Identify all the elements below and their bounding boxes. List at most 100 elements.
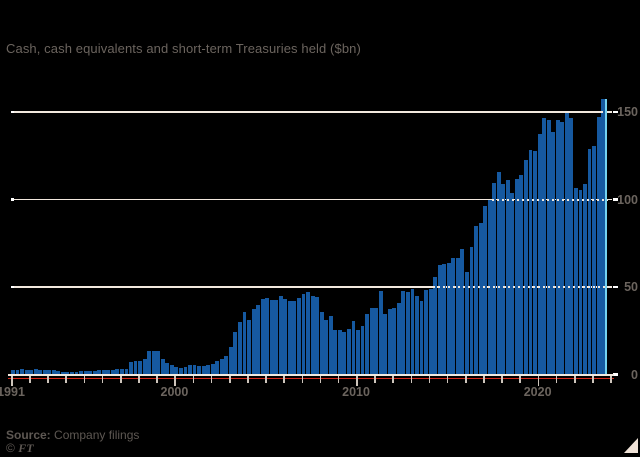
- gridline-right-tick: [612, 373, 618, 376]
- gridline-right-tick: [612, 110, 618, 114]
- bar: [551, 132, 556, 375]
- bar: [101, 369, 106, 375]
- bar: [24, 369, 29, 375]
- bar: [519, 174, 524, 375]
- bar: [47, 369, 52, 375]
- y-tick-label: 150: [617, 105, 638, 119]
- source-text: Company filings: [54, 428, 140, 442]
- bar: [151, 350, 156, 375]
- gridline-left-accent: [11, 110, 14, 114]
- bar: [555, 120, 560, 375]
- bar: [419, 300, 424, 375]
- bar: [287, 300, 292, 375]
- x-tick: [11, 376, 13, 386]
- dotted-gridline-overlay: [492, 198, 608, 201]
- bar: [215, 361, 220, 375]
- bar: [601, 99, 606, 375]
- bar: [533, 150, 537, 375]
- bar: [365, 314, 369, 375]
- bar: [65, 372, 70, 375]
- bar: [156, 351, 161, 375]
- bar: [465, 272, 469, 375]
- copyright-symbol: ©: [6, 441, 15, 455]
- bar: [333, 329, 338, 375]
- y-tick-label: 0: [631, 367, 638, 382]
- gridline: [11, 111, 612, 113]
- bar: [142, 358, 147, 375]
- bar: [319, 312, 324, 375]
- dotted-gridline-overlay: [433, 286, 608, 288]
- bar: [133, 361, 138, 375]
- bar: [573, 188, 578, 375]
- bar: [514, 178, 519, 375]
- bar: [138, 360, 142, 375]
- bar: [256, 305, 261, 375]
- bar: [228, 346, 233, 375]
- bar: [337, 329, 342, 375]
- bar: [110, 369, 115, 375]
- x-tick: [29, 376, 31, 383]
- bar: [356, 329, 360, 375]
- x-tick: [247, 376, 249, 383]
- bar: [83, 370, 88, 375]
- resize-corner-icon: [624, 438, 638, 453]
- bar: [238, 322, 242, 375]
- bar: [351, 320, 356, 375]
- source-label: Source:: [6, 428, 51, 442]
- dotted-gridline-overlay: [601, 111, 608, 113]
- bar: [401, 290, 406, 375]
- bar: [505, 180, 510, 375]
- bar: [596, 116, 601, 375]
- x-tick: [428, 376, 431, 383]
- x-tick: [410, 376, 413, 383]
- bar: [342, 331, 347, 375]
- x-tick: [83, 376, 86, 383]
- bar: [60, 372, 65, 375]
- y-tick-label: 50: [624, 280, 638, 294]
- bar: [251, 309, 256, 375]
- bar: [560, 122, 565, 375]
- bar: [537, 134, 542, 375]
- x-tick: [156, 376, 158, 383]
- bar: [119, 369, 124, 375]
- bar: [33, 369, 38, 375]
- latest-bar-highlight: [604, 99, 607, 375]
- bar: [306, 292, 310, 375]
- bar: [451, 257, 456, 375]
- x-tick: [283, 376, 285, 383]
- x-tick: [319, 376, 322, 383]
- gridline-left-accent: [11, 198, 14, 201]
- gridline-left-accent: [11, 285, 14, 289]
- bar: [369, 307, 374, 375]
- bar: [315, 296, 320, 375]
- bar: [528, 150, 533, 375]
- x-tick: [610, 376, 612, 383]
- bar: [15, 369, 20, 375]
- bar: [70, 372, 74, 375]
- y-tick-label: 100: [617, 192, 638, 207]
- bar: [501, 184, 506, 375]
- bar: [183, 366, 188, 375]
- bar: [247, 319, 251, 375]
- bar: [478, 223, 483, 375]
- bar: [242, 312, 247, 375]
- bar: [160, 358, 165, 375]
- bar: [569, 117, 574, 375]
- x-tick: [392, 376, 394, 383]
- bar: [188, 365, 192, 375]
- x-tick: [265, 376, 267, 383]
- bar: [378, 290, 383, 375]
- bar: [292, 301, 297, 375]
- bar: [174, 367, 179, 375]
- bar: [74, 371, 79, 375]
- bar: [524, 160, 528, 375]
- bar: [428, 288, 433, 375]
- bar: [564, 113, 569, 375]
- chart-title: Cash, cash equivalents and short-term Tr…: [6, 41, 361, 56]
- x-tick: [210, 376, 213, 383]
- bar: [455, 258, 460, 375]
- x-tick: [483, 376, 485, 383]
- bar: [274, 300, 279, 375]
- bar: [360, 325, 365, 375]
